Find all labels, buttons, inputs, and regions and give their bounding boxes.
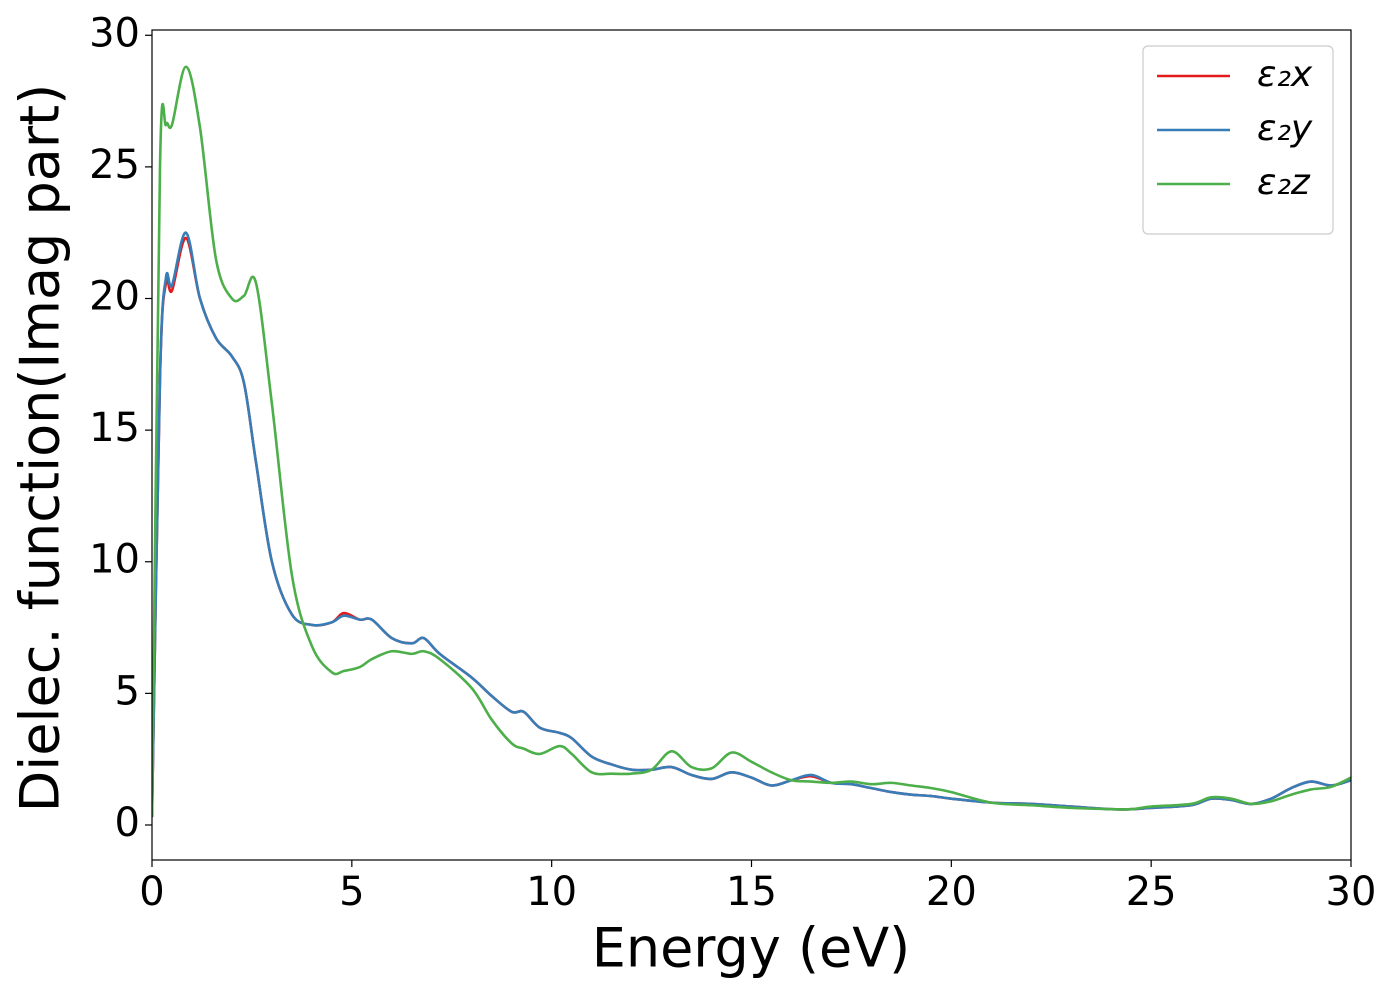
legend-label: ε₂x: [1257, 54, 1313, 95]
x-tick-label: 20: [926, 869, 977, 915]
y-axis-label: Dielec. function(Imag part): [9, 84, 72, 813]
x-tick-label: 0: [139, 869, 164, 915]
y-tick-label: 25: [89, 142, 140, 188]
line-series: [152, 65, 1351, 818]
y-tick-label: 15: [89, 405, 140, 451]
x-tick-label: 10: [526, 869, 577, 915]
line-series: [152, 231, 1351, 818]
y-tick-label: 5: [115, 668, 140, 714]
legend-box: [1142, 45, 1334, 235]
y-tick-label: 10: [89, 537, 140, 583]
x-tick-label: 5: [339, 869, 364, 915]
plot-frame: [151, 29, 1352, 861]
legend-label: ε₂z: [1257, 162, 1311, 203]
x-tick-label: 30: [1326, 869, 1377, 915]
x-tick-label: 15: [726, 869, 777, 915]
x-axis-label: Energy (eV): [592, 917, 911, 980]
line-series: [152, 236, 1351, 818]
x-tick-label: 25: [1126, 869, 1177, 915]
y-tick-label: 0: [115, 800, 140, 846]
y-tick-label: 30: [89, 10, 140, 56]
legend-label: ε₂y: [1257, 108, 1313, 149]
y-tick-label: 20: [89, 274, 140, 320]
